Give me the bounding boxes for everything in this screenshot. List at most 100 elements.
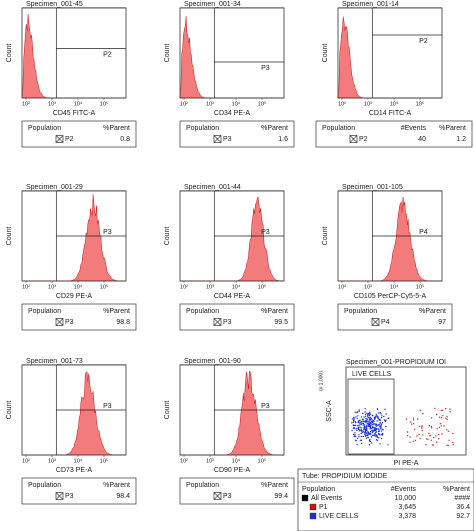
panel-title: Specimen_001-44 [184, 184, 241, 191]
event-dot [364, 415, 367, 417]
event-dot [421, 426, 423, 428]
x-tick-label: 10⁵ [258, 457, 266, 464]
event-dot [353, 426, 355, 429]
event-dot [437, 433, 440, 436]
checkbox-x [55, 492, 64, 500]
x-tick-label: 10² [180, 101, 188, 107]
plot-frame [21, 7, 127, 99]
event-dot [354, 411, 356, 413]
event-dot [412, 417, 415, 419]
x-tick-label: 10⁵ [416, 283, 424, 290]
event-dot [409, 436, 411, 438]
event-dot [380, 426, 382, 429]
event-dot [385, 425, 387, 428]
table-cell: 98.4 [116, 493, 130, 500]
plot-frame [345, 366, 467, 456]
gate-box [347, 378, 395, 455]
event-dot [353, 419, 355, 422]
event-dot [409, 421, 412, 423]
table-cell: All Events [311, 495, 343, 502]
event-dot [356, 417, 358, 420]
event-dot [374, 433, 376, 435]
histogram [179, 16, 284, 99]
event-dot [358, 428, 360, 431]
x-axis-label: CD90 PE-A [214, 467, 251, 474]
event-dot [431, 444, 433, 446]
x-tick-label: 10³ [48, 284, 56, 290]
x-tick-label: 10⁵ [100, 100, 108, 107]
event-dot [435, 413, 438, 416]
event-dot [371, 419, 373, 421]
event-dot [354, 434, 356, 436]
x-tick-label: 10⁵ [258, 100, 266, 107]
event-dot [366, 433, 368, 435]
event-dot [359, 429, 361, 431]
event-dot [355, 440, 357, 442]
event-dot [360, 427, 362, 429]
event-dot [354, 421, 356, 423]
event-dot [436, 428, 438, 430]
event-dot [369, 426, 371, 428]
x-tick-label: 10² [22, 284, 30, 290]
event-dot [360, 423, 362, 426]
event-dot [359, 419, 361, 422]
plot-frame [179, 7, 285, 99]
event-dot [417, 418, 419, 420]
event-dot [353, 418, 355, 420]
table-cell: 97 [438, 319, 446, 326]
event-dot [362, 424, 364, 426]
table-header: Population [28, 308, 61, 315]
panel-title: Specimen_001-45 [26, 1, 83, 8]
event-dot [367, 421, 369, 423]
event-dot [364, 433, 366, 435]
event-dot [370, 433, 372, 435]
event-dot [372, 430, 374, 433]
event-dot [376, 434, 378, 437]
event-dot [435, 441, 438, 443]
event-dot [379, 434, 381, 436]
gate-label: P2 [419, 38, 428, 45]
event-dot [366, 412, 368, 414]
event-dot [449, 411, 451, 413]
event-dot [369, 430, 372, 433]
stats-table [179, 477, 295, 505]
event-dot [385, 419, 387, 421]
event-dot [352, 433, 355, 436]
event-dot [367, 416, 369, 419]
x-tick-label: 10⁴ [390, 283, 399, 290]
event-dot [376, 408, 378, 410]
event-dot [439, 423, 442, 425]
y-axis-label: SSC-A [326, 400, 333, 422]
plot-frame [337, 7, 443, 99]
x-tick-label: 10³ [48, 101, 56, 107]
event-dot [414, 428, 416, 430]
event-dot [360, 432, 362, 435]
event-dot [375, 424, 377, 426]
event-dot [372, 423, 374, 426]
event-dot [365, 421, 368, 423]
event-dot [446, 429, 448, 431]
event-dot [418, 433, 420, 436]
gate-label: P4 [419, 229, 428, 236]
event-dot [358, 420, 360, 422]
table-header: Population [322, 125, 355, 132]
y-axis-label: Count [6, 227, 13, 246]
table-header: %Parent [103, 482, 130, 489]
event-dot [422, 434, 424, 436]
y-axis-label: Count [322, 227, 329, 246]
event-dot [452, 444, 454, 446]
event-dot [414, 439, 417, 442]
table-header: %Parent [103, 125, 130, 132]
event-dot [360, 416, 363, 418]
event-dot [365, 432, 367, 434]
event-dot [364, 411, 366, 413]
table-cell: P3 [223, 136, 232, 143]
panel-title: Specimen_001-90 [184, 358, 241, 365]
event-dot [434, 407, 436, 410]
event-dot [363, 421, 365, 423]
y-axis-label: Count [6, 401, 13, 420]
table-cell: P2 [65, 136, 74, 143]
event-dot [378, 424, 380, 426]
table-cell: 1.6 [278, 136, 288, 143]
table-header: %Parent [261, 308, 288, 315]
